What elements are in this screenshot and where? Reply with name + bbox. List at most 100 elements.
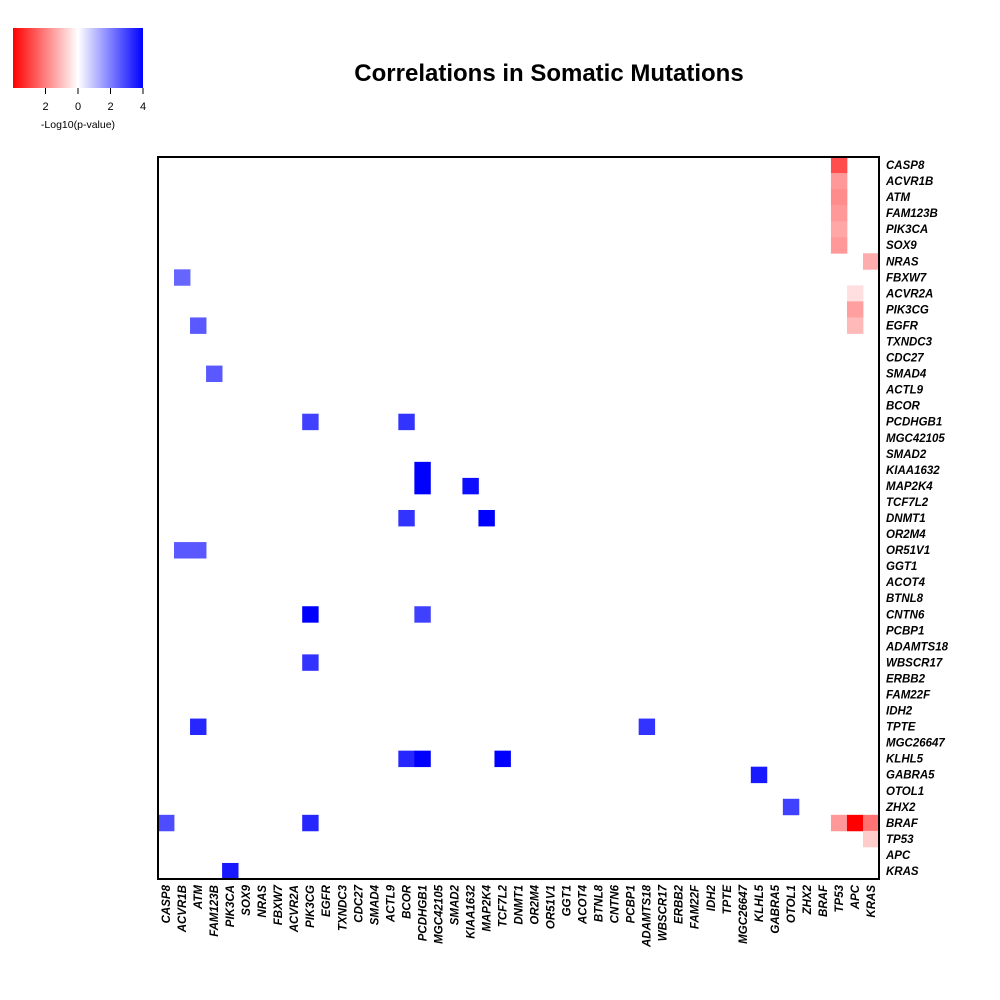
row-label: KIAA1632 — [886, 465, 940, 477]
heatmap-cell — [206, 365, 223, 383]
row-label: CASP8 — [886, 160, 925, 172]
column-label: SMAD2 — [449, 884, 461, 925]
row-label: ACOT4 — [885, 577, 926, 589]
heatmap-cell — [302, 606, 319, 623]
column-label: ACVR2A — [289, 885, 301, 933]
column-label: ACVR1B — [177, 885, 189, 933]
column-label: CNTN6 — [610, 884, 622, 923]
row-label: CNTN6 — [886, 609, 925, 621]
column-label: FAM22F — [690, 884, 702, 929]
column-label: ERBB2 — [674, 884, 686, 924]
heatmap-cell — [302, 413, 319, 431]
plot-frame — [157, 156, 880, 880]
column-label: MGC42105 — [433, 884, 445, 943]
column-label: IDH2 — [706, 884, 718, 911]
row-label: ATM — [885, 192, 910, 204]
row-label: OR51V1 — [886, 545, 930, 557]
row-label: TCF7L2 — [886, 497, 929, 509]
column-label: OTOL1 — [786, 885, 798, 923]
column-label: BTNL8 — [594, 884, 606, 922]
heatmap-cell — [414, 606, 431, 623]
column-label: KIAA1632 — [465, 884, 477, 938]
row-label: OR2M4 — [886, 529, 926, 541]
legend-tick-label: 2 — [42, 101, 48, 113]
legend-label: -Log10(p-value) — [41, 119, 115, 131]
column-label: TP53 — [834, 884, 846, 912]
row-label: MGC42105 — [886, 433, 945, 445]
row-label: FBXW7 — [886, 272, 927, 284]
heatmap-cell — [414, 477, 431, 495]
column-label: PIK3CG — [305, 885, 317, 928]
row-label: MAP2K4 — [886, 481, 933, 493]
row-label: PIK3CA — [886, 224, 928, 236]
chart-title: Correlations in Somatic Mutations — [354, 60, 743, 87]
column-label: FAM123B — [209, 885, 221, 937]
row-label: DNMT1 — [886, 513, 926, 525]
heatmap-cell — [830, 205, 848, 222]
heatmap-cell — [846, 317, 864, 334]
row-label: OTOL1 — [886, 786, 924, 798]
heatmap-cell — [830, 814, 848, 832]
column-label: WBSCR17 — [658, 884, 670, 941]
column-label: CASP8 — [161, 884, 173, 923]
heatmap-cell — [862, 253, 880, 270]
row-label: PCDHGB1 — [886, 417, 942, 429]
legend-tick-label: 4 — [140, 101, 146, 113]
heatmap-cell — [398, 509, 415, 527]
column-label: ACTL9 — [385, 884, 397, 923]
column-label: ZHX2 — [802, 884, 814, 915]
column-label: APC — [850, 884, 862, 910]
row-label: KLHL5 — [886, 754, 924, 766]
row-label: ADAMTS18 — [885, 641, 949, 653]
heatmap-cell — [830, 237, 848, 254]
column-label: PIK3CA — [225, 885, 237, 927]
row-label: GGT1 — [886, 561, 917, 573]
column-label: ACOT4 — [578, 884, 590, 925]
row-label: IDH2 — [886, 706, 913, 718]
column-label: KRAS — [866, 885, 878, 918]
heatmap-cell — [862, 814, 880, 832]
column-label: KLHL5 — [754, 884, 766, 922]
heatmap-cell — [190, 317, 207, 334]
heatmap-cell — [174, 269, 191, 286]
heatmap-cell — [494, 750, 511, 768]
row-label: WBSCR17 — [886, 657, 943, 669]
heatmap-cell — [190, 542, 207, 559]
row-label: GABRA5 — [886, 770, 935, 782]
legend-colorbar — [13, 28, 143, 88]
heatmap-cell — [462, 477, 479, 495]
column-label: ATM — [193, 885, 205, 910]
row-label: SOX9 — [886, 240, 917, 252]
heatmap-cell — [414, 750, 431, 768]
heatmap-cells — [158, 157, 880, 880]
column-label: TXNDC3 — [337, 884, 349, 931]
row-label: TP53 — [886, 834, 914, 846]
row-label: MGC26647 — [886, 738, 945, 750]
column-label: FBXW7 — [273, 884, 285, 925]
heatmap-cell — [750, 766, 768, 784]
legend-tick-label: 0 — [75, 101, 81, 113]
heatmap-cell — [846, 301, 864, 318]
column-label: TPTE — [722, 885, 734, 915]
heatmap-cell — [190, 718, 207, 735]
column-label: GGT1 — [562, 885, 574, 916]
heatmap-cell — [222, 862, 239, 880]
heatmap-cell — [158, 814, 175, 832]
heatmap-cell — [398, 750, 415, 768]
column-label: PCDHGB1 — [417, 885, 429, 941]
column-label: MGC26647 — [738, 884, 750, 943]
legend-tick-label: 2 — [107, 101, 113, 113]
row-label: ACVR2A — [885, 288, 933, 300]
row-label: BTNL8 — [886, 593, 924, 605]
row-label: TPTE — [886, 722, 916, 734]
column-labels: CASP8 ACVR1B ATM FAM123B PIK3CA SOX9 NRAS FBXW7… — [161, 884, 878, 948]
column-label: BCOR — [401, 884, 413, 919]
column-label: OR51V1 — [546, 885, 558, 929]
heatmap-cell — [830, 157, 848, 174]
column-label: EGFR — [321, 884, 333, 917]
row-label: ERBB2 — [886, 673, 926, 685]
row-label: PCBP1 — [886, 625, 924, 637]
